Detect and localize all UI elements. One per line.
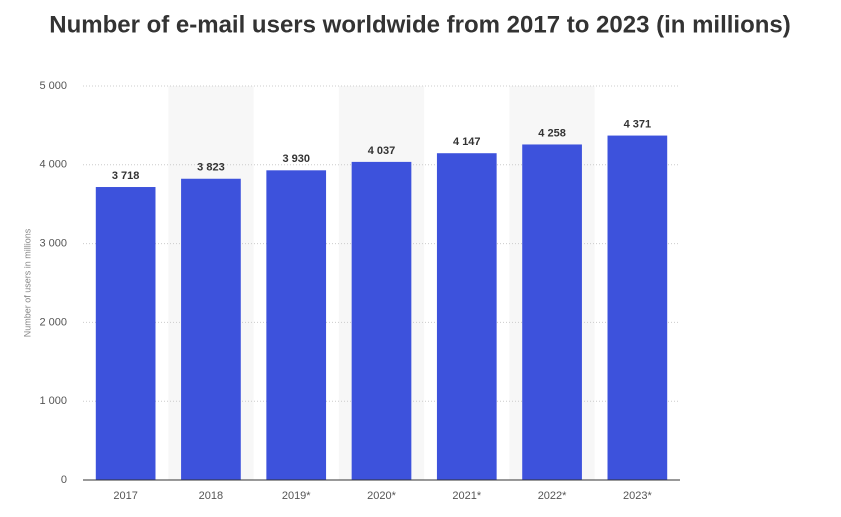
bar [351,161,412,480]
x-tick-label: 2017 [113,490,137,502]
bar [607,135,668,481]
y-tick-label: 4 000 [39,159,67,171]
bar [181,178,241,480]
value-label: 4 371 [624,118,652,130]
value-label: 4 258 [538,127,566,139]
value-label: 3 718 [112,170,140,182]
x-tick-label: 2022* [538,490,567,502]
value-label: 3 930 [282,153,310,165]
x-tick-label: 2018 [199,490,223,502]
y-tick-label: 5 000 [39,80,67,92]
y-tick-label: 3 000 [39,238,67,250]
bar [522,144,582,480]
x-tick-label: 2021* [452,490,481,502]
x-tick-label: 2020* [367,490,396,502]
y-axis-label: Number of users in millions [22,228,32,337]
y-tick-label: 2 000 [39,316,67,328]
bar [95,187,156,480]
x-tick-label: 2019* [282,490,311,502]
y-tick-label: 0 [61,474,67,486]
y-tick-label: 1 000 [39,395,67,407]
value-label: 3 823 [197,162,225,174]
value-label: 4 037 [368,145,396,157]
value-label: 4 147 [453,136,481,148]
bar [436,153,497,480]
chart-title: Number of e-mail users worldwide from 20… [49,11,791,38]
x-tick-label: 2023* [623,490,652,502]
bar [266,170,327,481]
